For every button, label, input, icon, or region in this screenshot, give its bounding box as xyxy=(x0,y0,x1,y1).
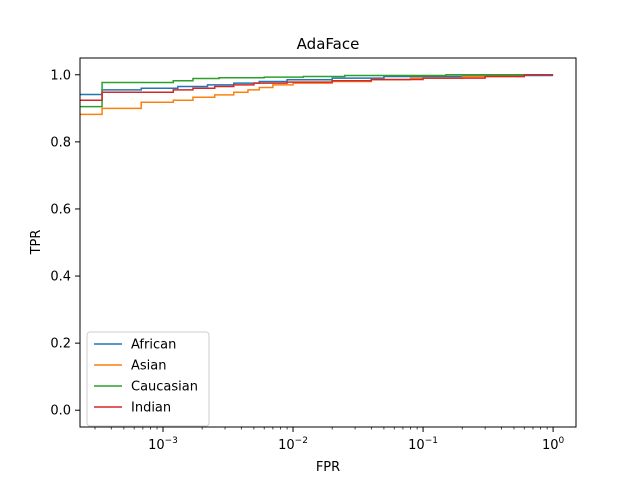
legend-box xyxy=(86,331,210,427)
x-tick-label: 10−1 xyxy=(408,436,438,453)
plot-area xyxy=(80,74,554,116)
x-tick-label: 10−2 xyxy=(278,436,308,453)
chart-title: AdaFace xyxy=(297,35,360,53)
legend-label-indian: Indian xyxy=(131,401,171,416)
series-line-indian xyxy=(80,74,554,102)
series-line-african xyxy=(80,74,554,96)
legend: African Asian Caucasian Indian xyxy=(86,331,210,427)
y-tick-label: 0.8 xyxy=(50,135,71,150)
y-tick-label: 0.4 xyxy=(50,270,71,285)
legend-label-african: African xyxy=(131,338,176,353)
legend-label-caucasian: Caucasian xyxy=(131,380,198,395)
series-line-caucasian xyxy=(80,74,554,108)
y-tick-label: 0.6 xyxy=(50,202,71,217)
y-tick-label: 0.0 xyxy=(50,404,71,419)
axes-frame xyxy=(79,57,577,428)
legend-label-asian: Asian xyxy=(131,359,166,374)
x-axis: 10−3 10−2 10−1 100 xyxy=(94,427,565,453)
x-tick-label: 10−3 xyxy=(148,436,178,453)
x-tick-label: 100 xyxy=(542,436,565,453)
y-axis-label: TPR xyxy=(29,230,44,256)
series-line-asian xyxy=(80,74,554,116)
x-axis-label: FPR xyxy=(316,460,340,475)
y-axis: 0.0 0.2 0.4 0.6 0.8 1.0 xyxy=(50,68,80,419)
y-tick-label: 1.0 xyxy=(50,68,71,83)
y-tick-label: 0.2 xyxy=(50,337,71,352)
